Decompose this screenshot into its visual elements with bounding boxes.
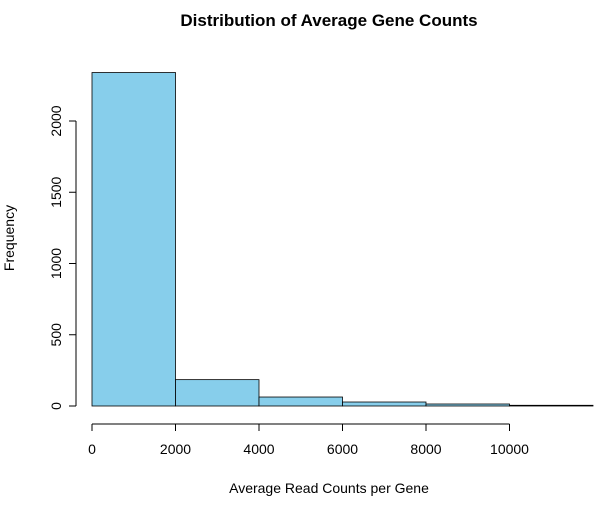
y-axis: 0 500 1000 1500 2000 (48, 105, 77, 410)
y-tick-label-0: 0 (48, 402, 64, 410)
x-tick-label-4: 8000 (410, 441, 441, 457)
x-tick-label-5: 10000 (490, 441, 529, 457)
bars-layer (91, 72, 594, 407)
y-tick-label-4: 2000 (48, 105, 64, 136)
histogram-bar-4 (425, 403, 510, 407)
histogram-bar-1 (175, 379, 260, 407)
x-tick-label-1: 2000 (160, 441, 191, 457)
y-tick-label-3: 1500 (48, 176, 64, 207)
histogram-bar-5 (509, 404, 594, 407)
x-tick-label-0: 0 (88, 441, 96, 457)
histogram-bar-0 (91, 72, 176, 407)
x-axis: 0 2000 4000 6000 8000 10000 (88, 423, 529, 457)
y-axis-label: Frequency (1, 205, 17, 271)
y-tick-label-1: 500 (48, 323, 64, 347)
x-tick-label-2: 4000 (243, 441, 274, 457)
chart-title: Distribution of Average Gene Counts (180, 11, 477, 30)
y-tick-label-2: 1000 (48, 248, 64, 279)
x-tick-label-3: 6000 (327, 441, 358, 457)
x-axis-label: Average Read Counts per Gene (229, 480, 429, 496)
histogram-bar-2 (258, 396, 343, 407)
histogram-bar-3 (342, 401, 427, 407)
